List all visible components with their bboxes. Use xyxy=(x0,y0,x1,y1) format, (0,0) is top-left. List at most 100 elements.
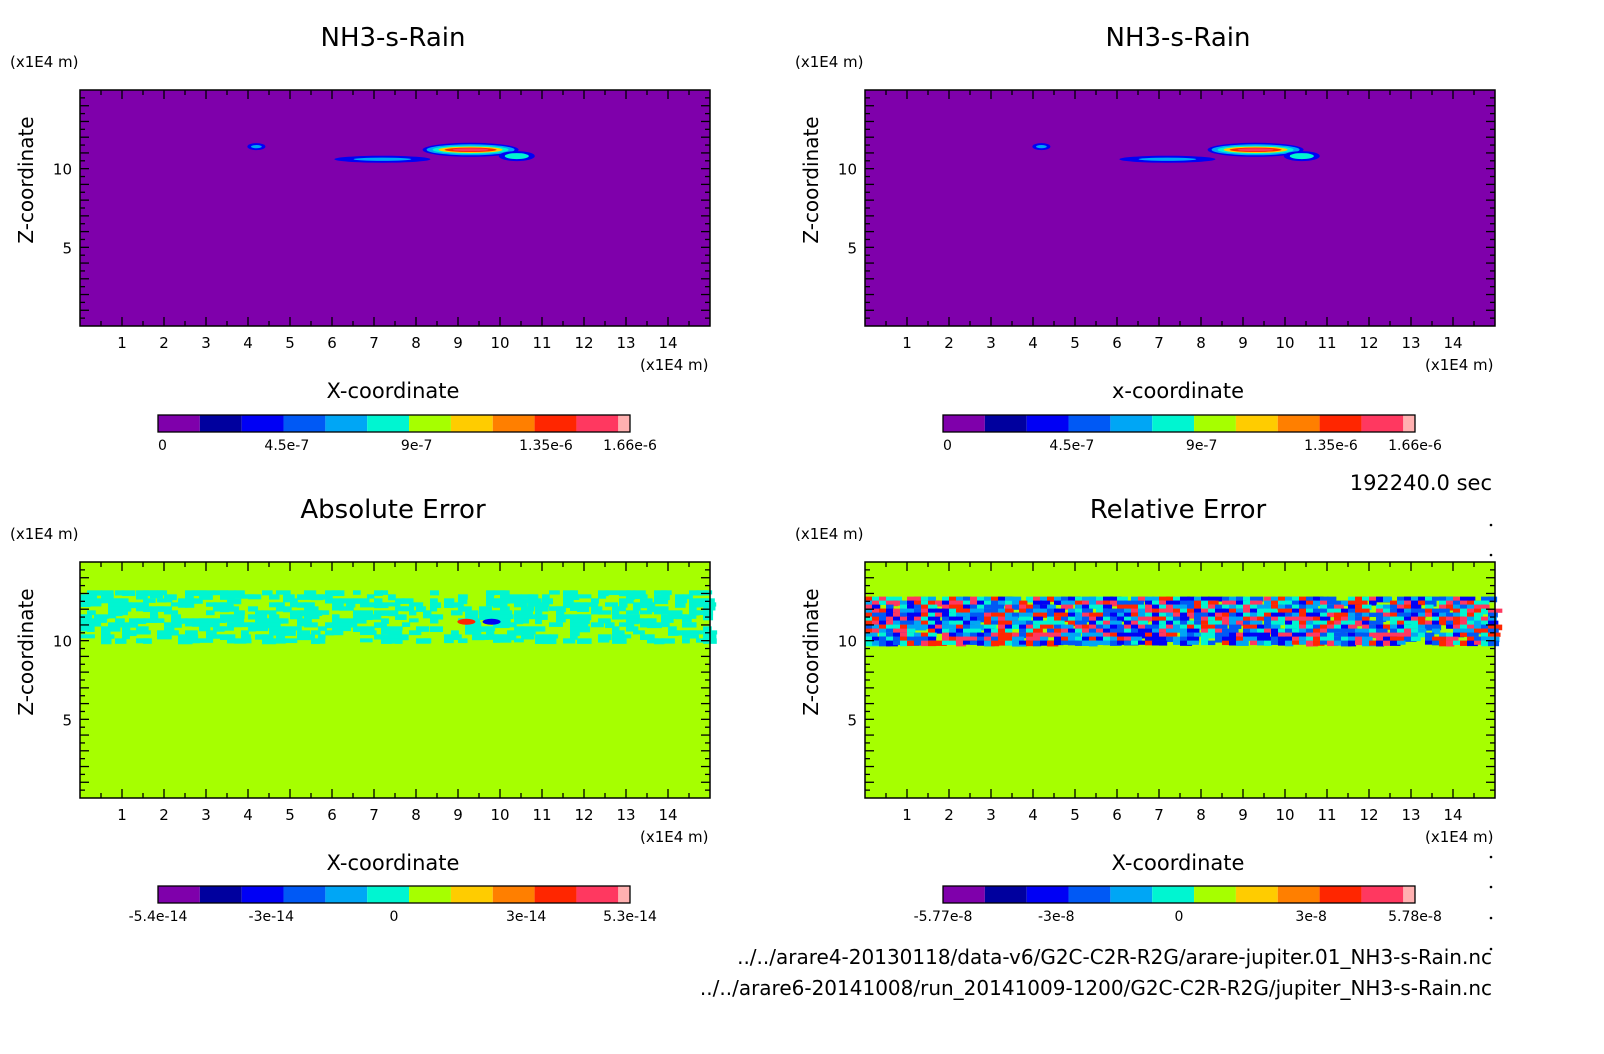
colorbar-swatch xyxy=(984,415,1027,432)
error-cell xyxy=(991,616,1002,622)
error-cell xyxy=(486,626,496,632)
error-cell xyxy=(928,596,936,602)
colorbar-swatch xyxy=(1152,886,1195,903)
error-cell xyxy=(339,622,352,629)
error-cell xyxy=(360,598,370,604)
error-cell xyxy=(185,594,194,601)
error-cell xyxy=(339,618,354,624)
error-cell xyxy=(675,598,688,604)
colorbar-swatch xyxy=(1194,415,1236,432)
error-cell xyxy=(122,590,136,597)
error-cell xyxy=(893,616,906,623)
error-cell xyxy=(1362,612,1371,619)
error-cell xyxy=(1096,628,1108,634)
error-cell xyxy=(1243,620,1254,626)
error-cell xyxy=(1131,620,1139,627)
error-cell xyxy=(269,614,280,619)
error-cell xyxy=(1068,600,1079,605)
error-cell xyxy=(381,602,389,609)
error-cell xyxy=(1355,616,1364,621)
error-cell xyxy=(956,616,967,623)
error-cell xyxy=(479,634,490,640)
error-cell xyxy=(970,596,980,602)
error-cell xyxy=(332,602,344,608)
error-cell xyxy=(171,630,179,636)
error-cell xyxy=(570,630,580,637)
error-cell xyxy=(1460,612,1471,617)
error-cell xyxy=(1159,632,1167,638)
error-cell xyxy=(1257,604,1271,611)
error-cell xyxy=(1278,596,1290,603)
error-cell xyxy=(1201,616,1214,623)
error-cell xyxy=(556,618,566,623)
error-cell xyxy=(591,598,599,604)
error-cell xyxy=(395,614,407,620)
error-cell xyxy=(262,610,277,615)
x-tick-label: 11 xyxy=(532,806,551,824)
error-cell xyxy=(1418,616,1426,622)
y-axis-label: Z-coordinate xyxy=(799,116,823,243)
error-cell xyxy=(1425,612,1437,617)
error-cell xyxy=(143,638,152,644)
error-cell xyxy=(199,594,213,600)
x-tick-label: 4 xyxy=(1028,334,1038,352)
colorbar-swatch xyxy=(1152,415,1195,432)
error-cell xyxy=(998,612,1010,618)
error-cell xyxy=(1278,600,1291,607)
error-cell xyxy=(1026,640,1034,647)
error-cell xyxy=(1215,636,1225,643)
error-cell xyxy=(928,636,937,642)
colorbar-tick-label: 0 xyxy=(1175,909,1184,925)
error-cell xyxy=(1187,632,1195,638)
error-cell xyxy=(185,630,198,636)
error-cell xyxy=(297,634,311,641)
error-cell xyxy=(879,636,891,643)
colorbar-tick-label: 3e-8 xyxy=(1295,909,1326,925)
error-cell xyxy=(1047,608,1059,614)
error-cell xyxy=(963,620,972,626)
error-cell xyxy=(1460,616,1468,622)
error-cell xyxy=(507,598,520,604)
error-cell xyxy=(1201,612,1210,618)
error-cell xyxy=(1033,596,1041,602)
error-cell xyxy=(998,624,1010,630)
error-cell xyxy=(886,604,894,611)
error-cell xyxy=(1047,640,1059,647)
error-cell xyxy=(942,604,954,611)
error-cell xyxy=(1292,620,1305,626)
error-cell xyxy=(879,612,890,618)
error-cell xyxy=(1439,612,1450,617)
error-cell xyxy=(1159,612,1170,617)
error-cell xyxy=(647,618,657,625)
error-cell xyxy=(1460,640,1468,646)
error-cell xyxy=(262,638,277,645)
error-cell xyxy=(1348,600,1358,606)
y-tick-label: 5 xyxy=(847,711,857,729)
error-cell xyxy=(675,614,687,620)
error-cell xyxy=(409,630,422,636)
x-unit-label: (x1E4 m) xyxy=(1425,828,1494,846)
error-cell xyxy=(493,634,505,640)
error-cell xyxy=(1061,604,1074,610)
error-cell xyxy=(486,590,495,596)
error-cell xyxy=(942,628,953,634)
x-tick-label: 3 xyxy=(201,806,211,824)
error-cell xyxy=(1369,612,1384,617)
error-cell xyxy=(1180,628,1190,634)
error-cell xyxy=(1194,624,1208,631)
marker-dot xyxy=(1489,885,1493,889)
error-cell xyxy=(1271,632,1285,639)
error-cell xyxy=(304,590,317,596)
error-cell xyxy=(108,602,123,608)
error-cell xyxy=(255,634,268,640)
error-cell xyxy=(1390,640,1401,646)
error-cell xyxy=(1334,604,1344,609)
error-cell xyxy=(1369,620,1377,626)
error-cell xyxy=(1194,608,1202,614)
error-cell xyxy=(1411,620,1419,627)
error-cell xyxy=(977,608,989,614)
error-cell xyxy=(178,598,187,605)
error-cell xyxy=(900,632,914,639)
error-cell xyxy=(1425,600,1437,607)
error-cell xyxy=(1075,620,1087,626)
